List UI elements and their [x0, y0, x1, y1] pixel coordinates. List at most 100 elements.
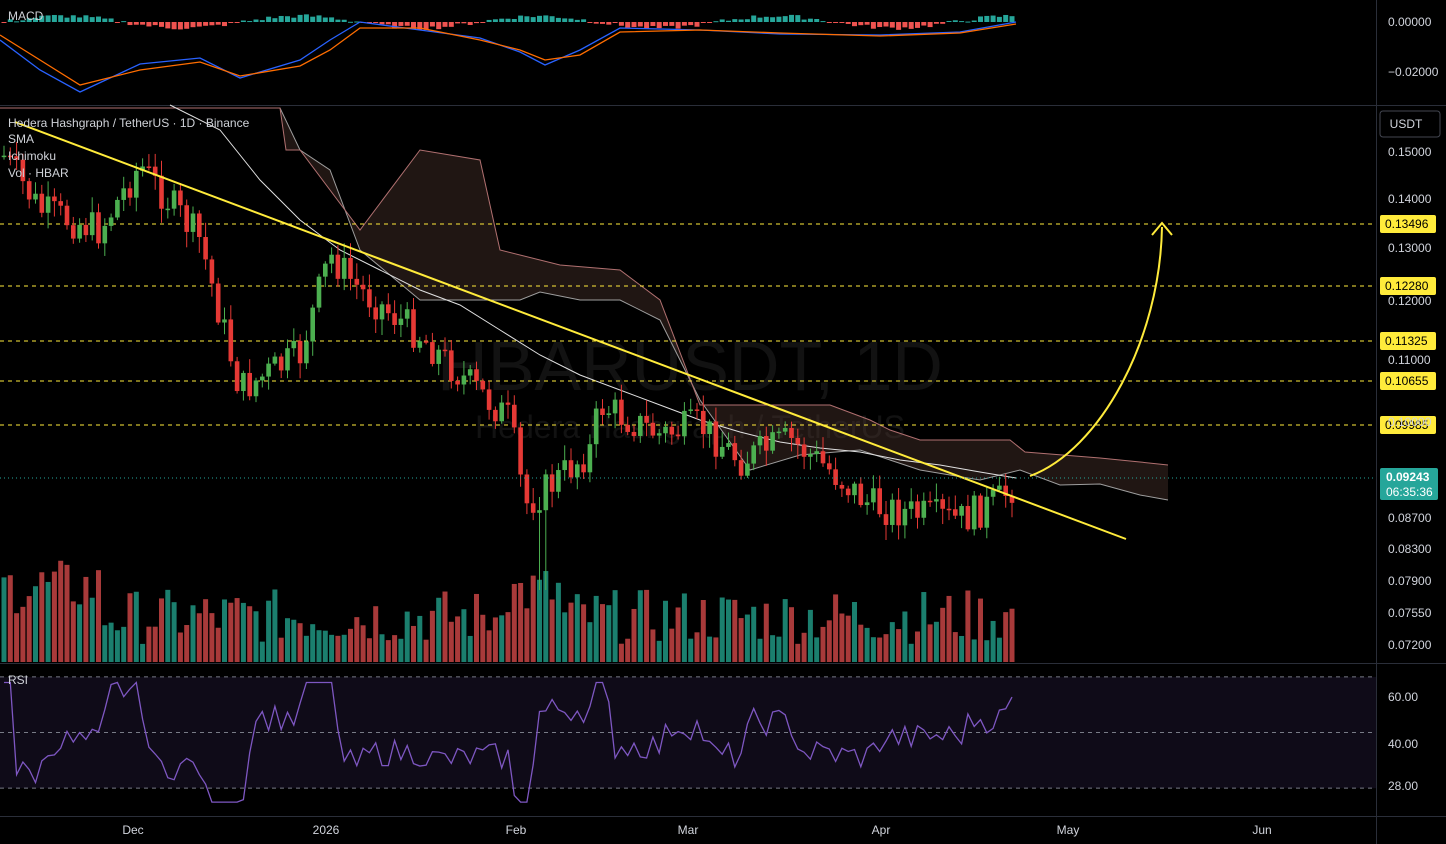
- volume-bar: [316, 630, 322, 662]
- macd-histogram-bar: [719, 19, 725, 22]
- macd-histogram-bar: [744, 19, 750, 22]
- macd-histogram-bar: [795, 15, 801, 22]
- macd-histogram-bar: [820, 21, 826, 23]
- volume-bar: [190, 605, 196, 662]
- volume-bar: [436, 597, 442, 662]
- candle-body: [323, 263, 328, 277]
- candle-body: [493, 409, 498, 422]
- macd-histogram-bar: [543, 15, 549, 22]
- macd-histogram-bar: [102, 18, 108, 22]
- currency-button[interactable]: [1379, 110, 1441, 138]
- level-label: 0.10655: [1385, 374, 1429, 388]
- volume-bar: [688, 638, 694, 662]
- candle-body: [386, 304, 391, 314]
- price-tick-label: 0.11000: [1388, 353, 1431, 367]
- macd-histogram-bar: [600, 22, 605, 24]
- volume-bar: [222, 599, 227, 662]
- volume-bar: [398, 638, 404, 662]
- volume-bar: [864, 627, 870, 662]
- macd-histogram-bar: [669, 22, 675, 26]
- candle-body: [530, 503, 536, 513]
- macd-histogram-bar: [159, 22, 164, 27]
- candle-body: [600, 408, 605, 416]
- volume-bar: [763, 603, 769, 662]
- indicator-volume[interactable]: Vol · HBAR: [8, 166, 69, 180]
- volume-bar: [877, 637, 883, 662]
- volume-bar: [234, 598, 240, 662]
- macd-histogram-bar: [127, 22, 133, 26]
- volume-bar: [663, 600, 668, 662]
- volume-bar: [89, 597, 95, 662]
- macd-histogram-bar: [96, 16, 101, 22]
- indicator-ichimoku[interactable]: Ichimoku: [8, 149, 56, 163]
- volume-bar: [58, 560, 64, 662]
- volume-bar: [650, 629, 656, 662]
- candle-body: [310, 307, 315, 342]
- candle-body: [675, 434, 681, 437]
- volume-bar: [656, 640, 662, 662]
- candle-body: [820, 451, 826, 464]
- volume-bar: [631, 608, 637, 662]
- candle-body: [404, 309, 410, 319]
- volume-bar: [7, 575, 13, 662]
- candle-body: [102, 225, 108, 244]
- candle-body: [247, 372, 252, 397]
- macd-histogram-bar: [165, 22, 171, 29]
- volume-bar: [272, 589, 278, 662]
- candle-body: [953, 509, 958, 516]
- candle-body: [341, 257, 347, 279]
- macd-histogram-bar: [448, 22, 454, 27]
- volume-bar: [467, 635, 473, 662]
- volume-bar: [562, 612, 568, 662]
- macd-histogram-bar: [272, 18, 278, 22]
- candle-body: [575, 464, 580, 478]
- price-tick-label: 0.13000: [1388, 241, 1432, 255]
- volume-bar: [757, 638, 763, 662]
- descending-trendline[interactable]: [14, 121, 1127, 540]
- volume-bar: [215, 627, 221, 662]
- projection-arrow[interactable]: [1029, 226, 1163, 477]
- volume-bar: [965, 590, 971, 662]
- candle-body: [1, 155, 7, 158]
- candle-body: [89, 212, 95, 236]
- macd-histogram-bar: [177, 22, 183, 30]
- candle-body: [360, 284, 366, 290]
- volume-bar: [833, 594, 839, 662]
- sma-line: [169, 104, 1017, 479]
- candle-body: [965, 506, 971, 530]
- candle-body: [789, 427, 794, 438]
- volume-bar: [152, 626, 158, 662]
- candle-body: [757, 436, 763, 446]
- macd-histogram-bar: [801, 19, 807, 22]
- macd-histogram-bar: [870, 22, 876, 29]
- volume-bar: [310, 624, 316, 662]
- macd-histogram-bar: [310, 16, 316, 22]
- candle-body: [222, 319, 227, 323]
- volume-bar: [606, 605, 612, 662]
- candle-body: [971, 495, 977, 530]
- volume-bar: [392, 635, 398, 662]
- volume-bar: [612, 590, 618, 662]
- volume-bars: [1, 560, 1015, 662]
- macd-histogram-bar: [442, 22, 448, 27]
- macd-histogram-bar: [83, 15, 89, 22]
- current-price: 0.09243: [1386, 470, 1430, 484]
- volume-bar: [852, 602, 857, 662]
- macd-histogram-bar: [215, 22, 221, 25]
- price-tick-label: 0.07200: [1388, 638, 1432, 652]
- macd-histogram-bar: [480, 22, 486, 23]
- candle-body: [738, 460, 744, 476]
- volume-bar: [946, 595, 952, 662]
- candle-body: [556, 470, 561, 492]
- volume-bar: [335, 635, 341, 662]
- volume-bar: [549, 599, 555, 662]
- macd-histogram-bar: [518, 15, 524, 22]
- price-tick-label: 0.14000: [1388, 192, 1432, 206]
- candle-body: [890, 499, 895, 525]
- candle-body: [782, 427, 788, 432]
- indicator-sma[interactable]: SMA: [8, 132, 34, 146]
- candle-body: [253, 380, 259, 397]
- candle-body: [845, 488, 851, 496]
- volume-bar: [593, 595, 599, 662]
